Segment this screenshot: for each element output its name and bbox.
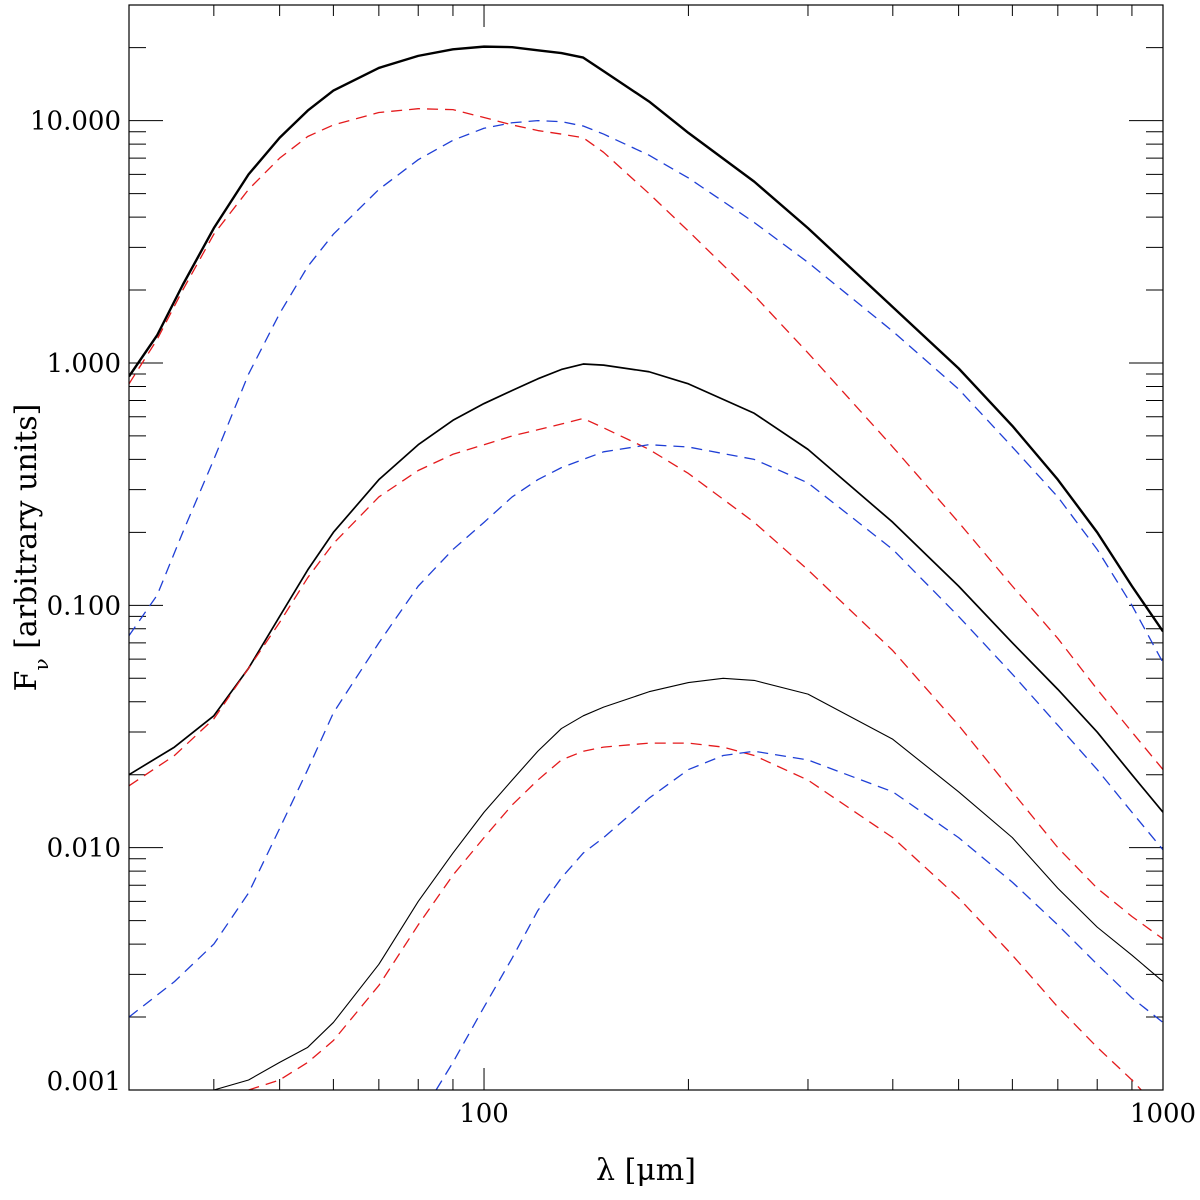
tick-labels: 100 1000 0.001 0.010 0.100 1.000 10.000 [30, 107, 1196, 1129]
y-tick-label: 0.001 [47, 1067, 121, 1097]
y-axis-label-sub: ν [29, 658, 53, 670]
series-middle-total-line [129, 363, 1163, 813]
x-axis-label: λ [μm] [596, 1153, 696, 1188]
series-bottom-total-line [213, 677, 1163, 1090]
x-tick-label: 100 [459, 1099, 509, 1129]
y-tick-label: 0.100 [47, 591, 121, 621]
series-top-total-line [129, 45, 1163, 633]
y-tick-label: 1.000 [47, 349, 121, 379]
series-middle-warm-line [129, 417, 1163, 940]
x-tick-label: 1000 [1130, 1099, 1196, 1129]
series-top-warm-line [129, 108, 1163, 770]
axis-ticks [128, 4, 1164, 1091]
y-axis-label-main: F [9, 671, 44, 692]
y-axis-label-rest: [arbitrary units] [9, 404, 44, 659]
series-bottom-warm-line [248, 742, 1143, 1090]
series-bottom-cold-line [435, 750, 1163, 1090]
series-top-cold-line [129, 119, 1163, 663]
series-group [129, 45, 1163, 1090]
y-tick-label: 10.000 [30, 107, 121, 137]
plot-frame [128, 4, 1164, 1091]
y-tick-label: 0.010 [47, 834, 121, 864]
series-middle-cold-line [129, 444, 1163, 1018]
y-axis-label: Fν [arbitrary units] [9, 404, 53, 692]
